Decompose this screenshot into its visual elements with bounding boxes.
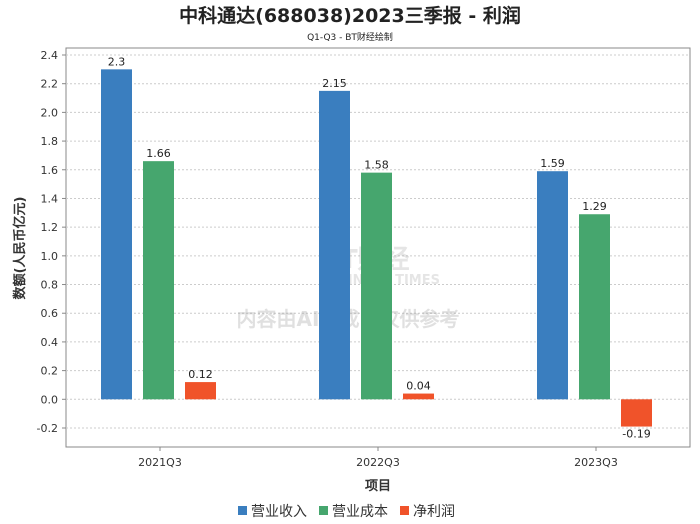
y-tick-label: 0.0 xyxy=(41,393,59,406)
data-label: 1.59 xyxy=(540,157,565,170)
bar-1-2 xyxy=(579,214,610,400)
y-tick-label: 1.0 xyxy=(41,250,59,263)
data-label: 1.58 xyxy=(364,159,389,172)
bar-1-0 xyxy=(143,161,174,400)
bar-2-2 xyxy=(621,399,652,427)
y-tick-label: -0.2 xyxy=(37,422,58,435)
bar-0-2 xyxy=(537,171,568,400)
y-tick-label: 2.4 xyxy=(41,49,59,62)
y-tick-label: 0.8 xyxy=(41,279,59,292)
y-tick-label: 1.8 xyxy=(41,135,59,148)
data-label: 1.66 xyxy=(146,147,171,160)
legend-swatch xyxy=(238,506,247,515)
chart-title: 中科通达(688038)2023三季报 - 利润 xyxy=(179,4,521,27)
x-tick-label: 2022Q3 xyxy=(356,456,400,469)
y-tick-label: 1.6 xyxy=(41,164,59,177)
data-label: 2.15 xyxy=(322,77,347,90)
data-label: -0.19 xyxy=(622,428,650,441)
data-label: 1.29 xyxy=(582,200,607,213)
legend-swatch xyxy=(400,506,409,515)
y-tick-label: 2.2 xyxy=(41,78,59,91)
data-label: 0.12 xyxy=(188,368,213,381)
y-tick-label: 1.2 xyxy=(41,221,59,234)
data-label: 2.3 xyxy=(108,55,126,68)
y-axis-label: 数额(人民币亿元) xyxy=(12,197,28,300)
y-tick-label: 1.4 xyxy=(41,192,59,205)
legend-item: 净利润 xyxy=(413,504,455,520)
bar-2-0 xyxy=(185,382,216,400)
bar-0-1 xyxy=(319,90,350,400)
x-tick-label: 2023Q3 xyxy=(574,456,618,469)
legend-item: 营业成本 xyxy=(332,504,388,520)
chart-subtitle: Q1-Q3 - BT财经绘制 xyxy=(307,31,393,43)
bar-2-1 xyxy=(403,393,434,400)
y-tick-label: 0.4 xyxy=(41,336,59,349)
legend-swatch xyxy=(319,506,328,515)
bar-1-1 xyxy=(361,172,392,400)
x-axis-label: 项目 xyxy=(365,479,391,494)
legend: 营业收入 营业成本 净利润 xyxy=(238,504,455,520)
bar-0-0 xyxy=(101,69,132,400)
y-tick-label: 0.2 xyxy=(41,365,59,378)
y-tick-label: 0.6 xyxy=(41,307,59,320)
data-label: 0.04 xyxy=(406,380,431,393)
y-tick-label: 2.0 xyxy=(41,106,59,119)
x-tick-label: 2021Q3 xyxy=(138,456,182,469)
legend-item: 营业收入 xyxy=(251,504,307,520)
